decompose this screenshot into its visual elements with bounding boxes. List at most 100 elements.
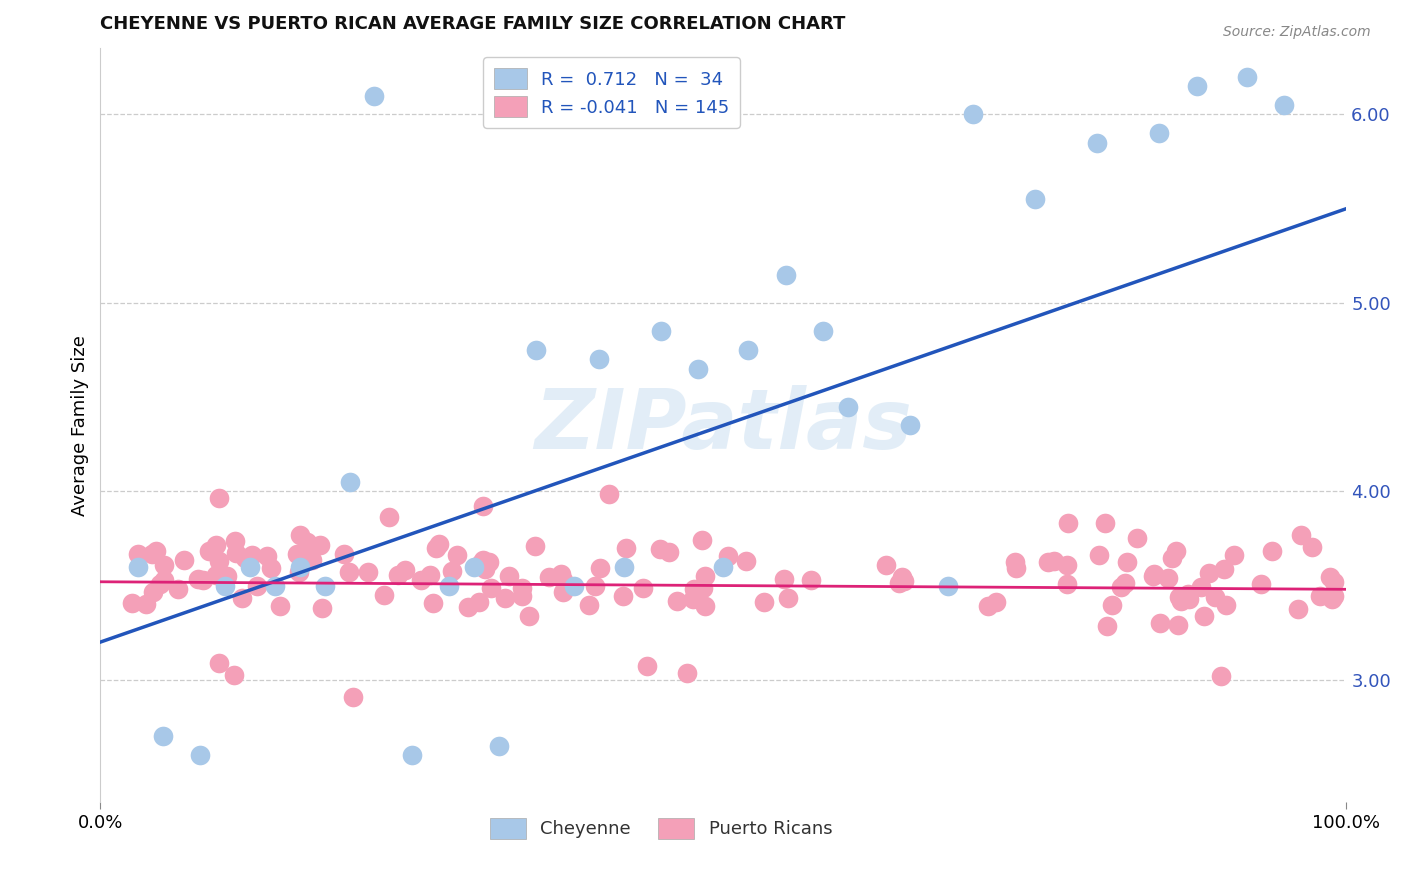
Point — [207, 656, 229, 670]
Point — [682, 592, 704, 607]
Point — [427, 537, 450, 551]
Point — [1094, 516, 1116, 530]
Point — [214, 578, 236, 592]
Point — [977, 599, 1000, 613]
Point — [1320, 592, 1343, 607]
Point — [297, 534, 319, 549]
Point — [167, 582, 190, 596]
Point — [1095, 619, 1118, 633]
Point — [598, 486, 620, 500]
Point — [962, 107, 984, 121]
Point — [260, 561, 283, 575]
Point — [1004, 555, 1026, 569]
Point — [717, 549, 740, 563]
Point — [887, 576, 910, 591]
Point — [479, 581, 502, 595]
Point — [512, 582, 534, 596]
Point — [1198, 566, 1220, 580]
Point — [683, 582, 706, 597]
Point — [1043, 554, 1066, 568]
Point — [173, 553, 195, 567]
Point — [526, 343, 548, 357]
Point — [837, 400, 859, 414]
Point — [1168, 590, 1191, 604]
Point — [665, 594, 688, 608]
Point — [152, 558, 174, 572]
Point — [936, 578, 959, 592]
Point — [301, 552, 323, 566]
Point — [149, 577, 172, 591]
Point — [1088, 548, 1111, 562]
Point — [308, 538, 330, 552]
Point — [288, 528, 311, 542]
Point — [711, 559, 734, 574]
Point — [1116, 555, 1139, 569]
Point — [411, 573, 433, 587]
Point — [517, 609, 540, 624]
Point — [562, 578, 585, 592]
Point — [1323, 574, 1346, 589]
Point — [1149, 615, 1171, 630]
Point — [1309, 590, 1331, 604]
Point — [197, 544, 219, 558]
Point — [239, 559, 262, 574]
Point — [1142, 569, 1164, 583]
Point — [613, 559, 636, 574]
Point — [775, 268, 797, 282]
Point — [1170, 594, 1192, 608]
Point — [297, 543, 319, 558]
Point — [1319, 570, 1341, 584]
Y-axis label: Average Family Size: Average Family Size — [72, 334, 89, 516]
Point — [1101, 598, 1123, 612]
Text: ZIPatlas: ZIPatlas — [534, 384, 912, 466]
Point — [1005, 561, 1028, 575]
Point — [314, 578, 336, 592]
Point — [494, 591, 516, 605]
Point — [898, 418, 921, 433]
Point — [127, 559, 149, 574]
Point — [401, 748, 423, 763]
Point — [233, 551, 256, 566]
Point — [339, 475, 361, 489]
Point — [776, 591, 799, 606]
Point — [1236, 70, 1258, 84]
Point — [551, 585, 574, 599]
Point — [263, 578, 285, 592]
Point — [1036, 556, 1059, 570]
Point — [1126, 531, 1149, 545]
Point — [468, 557, 491, 571]
Point — [550, 567, 572, 582]
Point — [337, 565, 360, 579]
Point — [737, 343, 759, 357]
Point — [121, 596, 143, 610]
Point — [472, 499, 495, 513]
Point — [217, 569, 239, 583]
Point — [875, 558, 897, 572]
Point — [891, 570, 914, 584]
Point — [145, 544, 167, 558]
Point — [225, 546, 247, 560]
Point — [204, 568, 226, 582]
Point — [468, 595, 491, 609]
Point — [1261, 543, 1284, 558]
Point — [1177, 587, 1199, 601]
Point — [1109, 580, 1132, 594]
Point — [240, 549, 263, 563]
Point — [1167, 617, 1189, 632]
Point — [463, 559, 485, 574]
Point — [735, 553, 758, 567]
Point — [1024, 192, 1046, 206]
Point — [141, 547, 163, 561]
Point — [246, 580, 269, 594]
Point — [1301, 540, 1323, 554]
Point — [342, 690, 364, 705]
Point — [188, 748, 211, 763]
Point — [269, 599, 291, 614]
Point — [1166, 544, 1188, 558]
Point — [1250, 577, 1272, 591]
Point — [387, 567, 409, 582]
Point — [688, 361, 710, 376]
Point — [1085, 136, 1108, 150]
Point — [127, 547, 149, 561]
Point — [695, 599, 717, 613]
